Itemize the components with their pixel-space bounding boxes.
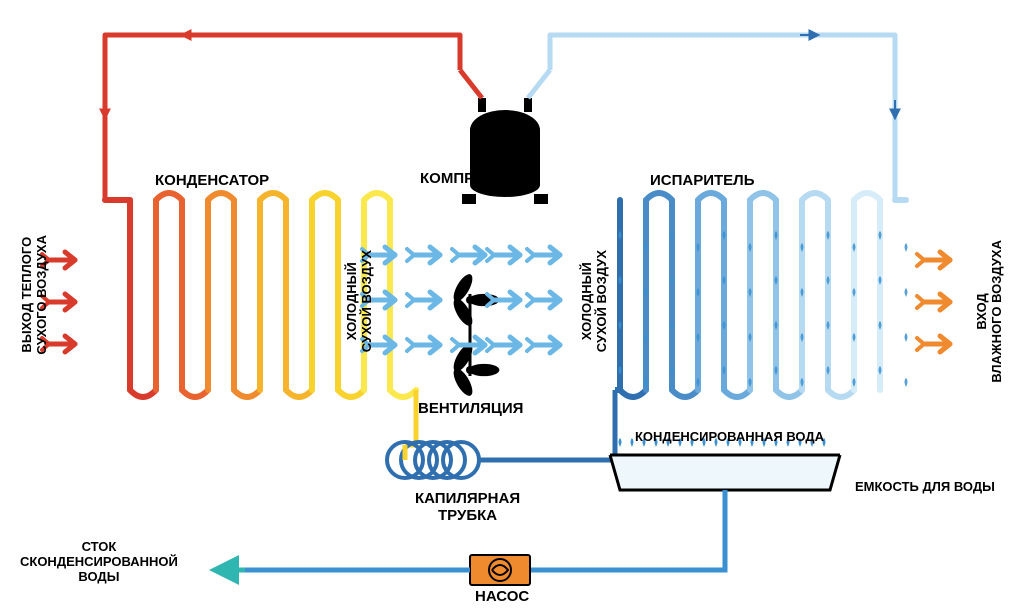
label-cold-air-1: ХОЛОДНЫЙ СУХОЙ ВОЗДУХ <box>345 250 375 352</box>
label-compressor: КОМПРЕССОР <box>420 170 527 187</box>
label-capillary: КАПИЛЯРНАЯ ТРУБКА <box>415 490 520 525</box>
label-pump: НАСОС <box>475 588 529 605</box>
label-warm-out: ВЫХОД ТЕПЛОГО СУХОГО ВОЗДУХА <box>20 235 50 355</box>
label-condenser: КОНДЕНСАТОР <box>155 172 269 189</box>
label-drain: СТОК СКОНДЕНСИРОВАННОЙ ВОДЫ <box>20 540 178 585</box>
label-evaporator: ИСПАРИТЕЛЬ <box>650 172 755 189</box>
label-ventilation: ВЕНТИЛЯЦИЯ <box>418 400 523 417</box>
label-water-tank: ЕМКОСТЬ ДЛЯ ВОДЫ <box>855 480 995 495</box>
label-humid-in: ВХОД ВЛАЖНОГО ВОЗДУХА <box>975 240 1005 383</box>
label-condensed-water: КОНДЕНСИРОВАННАЯ ВОДА <box>635 430 824 445</box>
label-cold-air-2: ХОЛОДНЫЙ СУХОЙ ВОЗДУХ <box>580 250 610 352</box>
